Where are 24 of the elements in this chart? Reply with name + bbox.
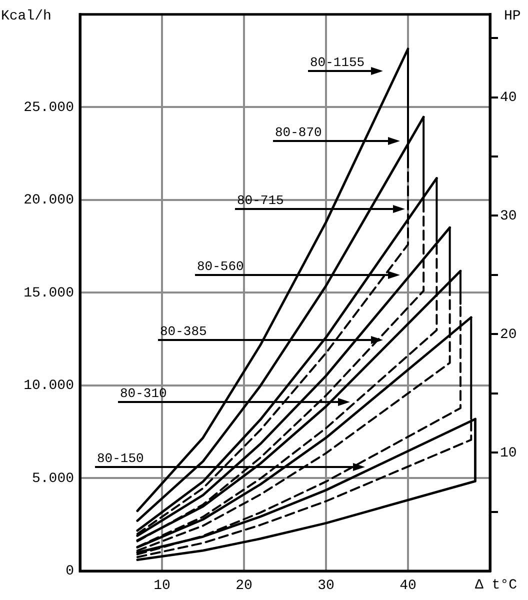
annotation: 80-385 <box>160 324 207 339</box>
y2-tick-label: 20 <box>500 326 517 343</box>
annotation: 80-1155 <box>310 54 365 70</box>
annotation: 80-870 <box>275 124 322 140</box>
y-tick-label: 10.000 <box>24 378 74 394</box>
y2-tick-label: 30 <box>500 208 517 224</box>
x-tick-label: 20 <box>236 578 252 594</box>
y2-tick-label: 10 <box>500 445 517 462</box>
annotation: 80-715 <box>237 192 284 208</box>
x-tick-label: 10 <box>154 578 170 594</box>
y-tick-label: 25.000 <box>24 100 74 116</box>
y-tick-label: 20.000 <box>24 192 74 209</box>
y-axis-title: Kcal/h <box>1 8 52 25</box>
x-tick-label: 30 <box>318 578 334 594</box>
y2-axis-title: HP <box>504 8 521 25</box>
y-tick-label: 15.000 <box>24 285 74 302</box>
annotation: 80-310 <box>120 386 167 401</box>
y-tick-label: 0 <box>66 564 74 580</box>
x-axis-title: Δ t°C <box>475 578 518 594</box>
y-tick-label: 5.000 <box>32 470 74 487</box>
annotation: 80-150 <box>97 450 144 466</box>
y2-tick-label: 40 <box>500 90 517 106</box>
x-tick-label: 40 <box>400 578 416 594</box>
annotation: 80-560 <box>197 258 244 274</box>
